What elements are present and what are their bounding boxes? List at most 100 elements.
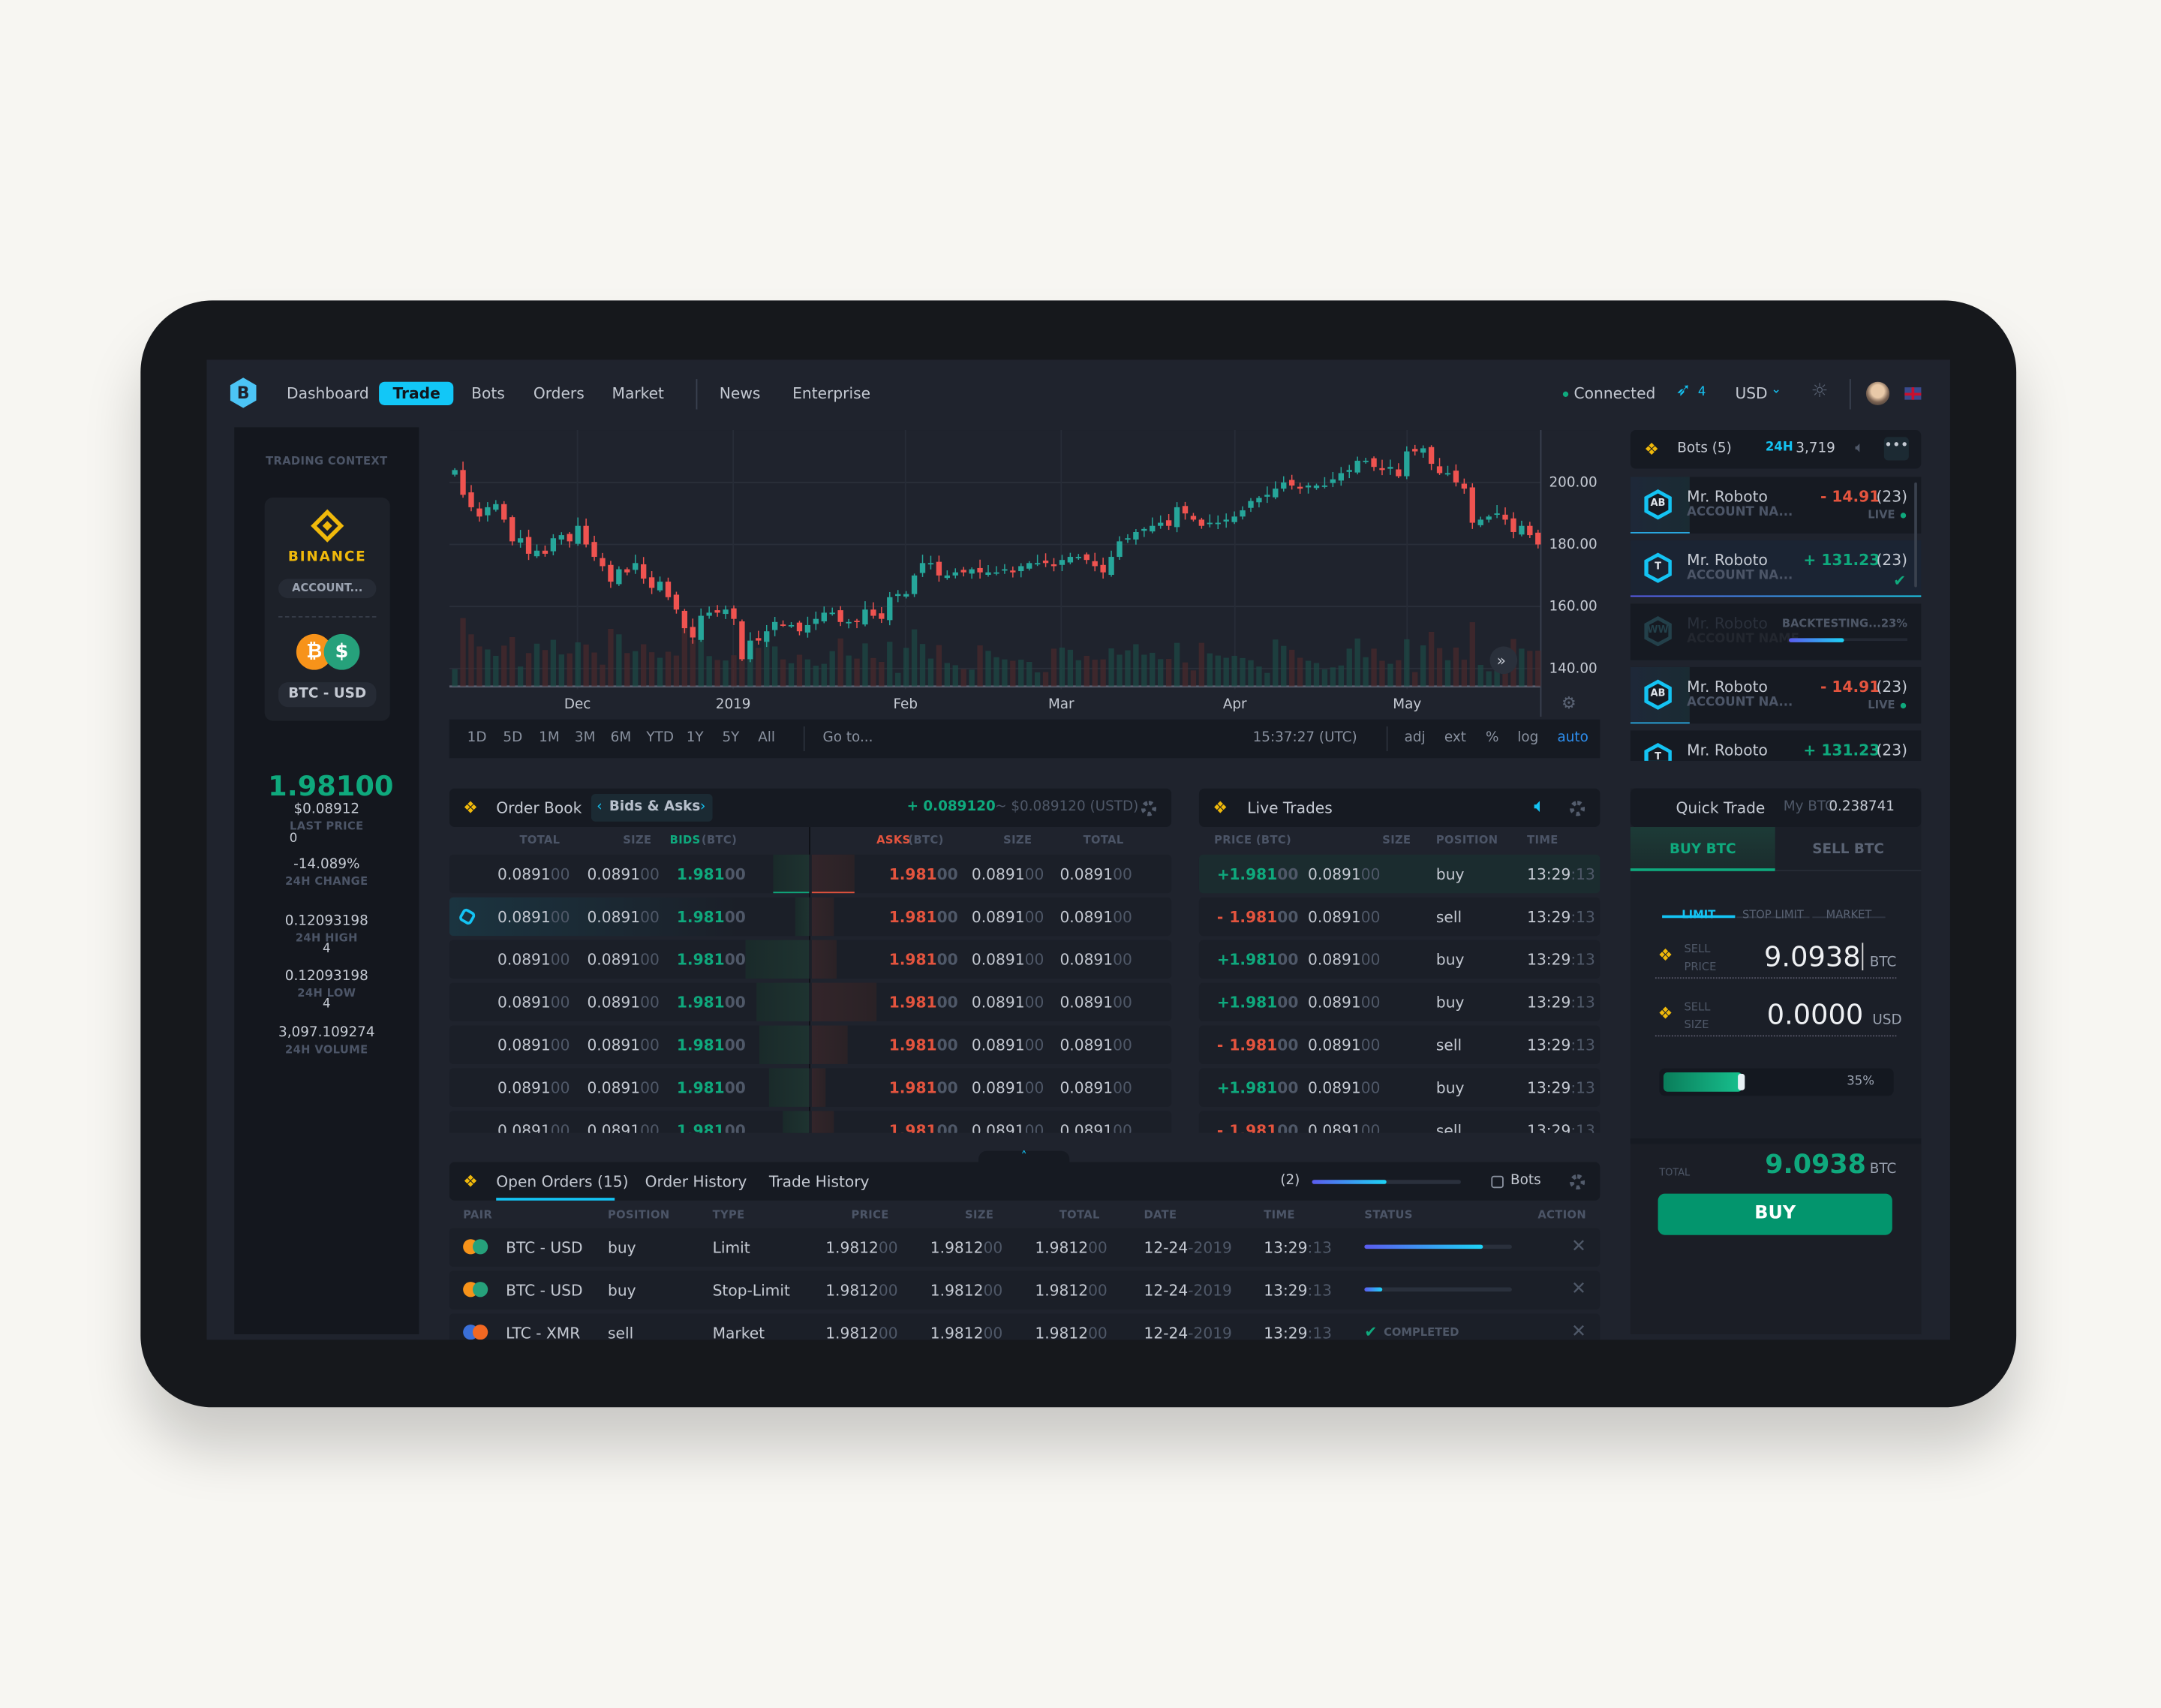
buy-tab[interactable]: BUY BTC bbox=[1630, 827, 1775, 871]
bot-item[interactable]: T Mr. Roboto ACCOUNT NA... + 131.23 (23) ✔ bbox=[1630, 540, 1922, 597]
tab-order-history[interactable]: Order History bbox=[645, 1173, 747, 1191]
bots-checkbox[interactable] bbox=[1491, 1175, 1504, 1189]
user-avatar[interactable] bbox=[1865, 381, 1890, 405]
account-select[interactable]: ACCOUNT... bbox=[278, 579, 377, 599]
amount-slider[interactable]: 35% bbox=[1659, 1068, 1894, 1096]
order-row[interactable]: LTC - XMR sell Market 1.981200 1.981200 1.981… bbox=[449, 1313, 1600, 1340]
range-3m[interactable]: 3M bbox=[574, 730, 596, 746]
ask-depth-bar bbox=[811, 1111, 834, 1133]
size-value[interactable]: 0.0000 bbox=[1766, 997, 1864, 1031]
mode-switch[interactable]: ‹ Bids & Asks › bbox=[591, 793, 713, 822]
bot-item[interactable]: WW Mr. Roboto ACCOUNT NAME BACKTESTING...23… bbox=[1630, 603, 1922, 660]
gear-icon[interactable] bbox=[1570, 1174, 1585, 1190]
order-date: 12-24-2019 bbox=[1144, 1240, 1231, 1255]
expand-handle[interactable]: ˄ bbox=[978, 1150, 1070, 1165]
candle bbox=[1354, 460, 1360, 473]
goto-date[interactable]: Go to... bbox=[822, 730, 873, 746]
candle bbox=[1494, 513, 1500, 516]
order-book-row[interactable]: 0.089100 0.089100 1.98100 1.98100 0.089100 0.… bbox=[449, 854, 1172, 894]
theme-sun-icon[interactable]: ☼ bbox=[1811, 380, 1829, 403]
order-type-stop-limit[interactable]: STOP LIMIT bbox=[1736, 898, 1810, 921]
order-type-market[interactable]: MARKET bbox=[1812, 898, 1886, 921]
live-trade-row[interactable]: +1.98100 0.089100 buy 13:29:13 bbox=[1198, 1068, 1600, 1107]
range-1m[interactable]: 1M bbox=[539, 730, 560, 746]
candle bbox=[1108, 557, 1114, 576]
currency-select[interactable]: USD bbox=[1735, 384, 1768, 403]
sound-muted-icon[interactable]: 🔈︎ bbox=[1855, 438, 1865, 456]
chart-settings-icon[interactable]: ⚙ bbox=[1561, 694, 1576, 713]
bot-item[interactable]: AB Mr. Roboto ACCOUNT NA... - 14.91 (23) LIVE bbox=[1630, 477, 1922, 534]
option-ext[interactable]: ext bbox=[1444, 730, 1466, 746]
candle bbox=[673, 594, 680, 610]
tab-open-orders[interactable]: Open Orders (15) bbox=[496, 1173, 629, 1191]
app-logo[interactable]: B bbox=[230, 377, 257, 408]
option-percent[interactable]: % bbox=[1485, 730, 1499, 746]
option-adj[interactable]: adj bbox=[1404, 730, 1426, 746]
slider-handle[interactable] bbox=[1738, 1073, 1746, 1090]
rocket-icon[interactable]: ➶ bbox=[1676, 380, 1691, 401]
option-auto[interactable]: auto bbox=[1557, 730, 1588, 746]
cancel-order-icon[interactable]: ✕ bbox=[1571, 1279, 1587, 1301]
order-book-row[interactable]: 0.089100 0.089100 1.98100 1.98100 0.089100 0.… bbox=[449, 1111, 1172, 1133]
range-ytd[interactable]: YTD bbox=[646, 730, 675, 746]
chevron-down-icon[interactable]: ⌄ bbox=[1771, 383, 1782, 397]
x-tick-label: Dec bbox=[564, 696, 591, 712]
candle bbox=[1084, 554, 1090, 561]
option-log[interactable]: log bbox=[1517, 730, 1539, 746]
pair-select[interactable]: BTC - USD bbox=[278, 682, 377, 708]
chevron-right-icon[interactable]: › bbox=[700, 799, 706, 815]
bot-item[interactable]: AB Mr. Roboto ACCOUNT NA... - 14.91 (23) LIVE bbox=[1630, 666, 1922, 724]
order-date: 12-24-2019 bbox=[1144, 1326, 1231, 1340]
uk-flag-icon[interactable] bbox=[1904, 387, 1922, 400]
nav-dashboard[interactable]: Dashboard bbox=[287, 384, 369, 403]
order-book-row[interactable]: 0.089100 0.089100 1.98100 1.98100 0.089100 0.… bbox=[449, 1025, 1172, 1064]
nav-orders[interactable]: Orders bbox=[533, 384, 585, 403]
order-row[interactable]: BTC - USD buy Limit 1.981200 1.981200 1.98120… bbox=[449, 1228, 1600, 1267]
sell-size-field[interactable]: ❖ SELL SIZE 0.0000 USD bbox=[1655, 992, 1902, 1037]
nav-enterprise[interactable]: Enterprise bbox=[792, 384, 871, 403]
range-5d[interactable]: 5D bbox=[503, 730, 523, 746]
nav-market[interactable]: Market bbox=[612, 384, 664, 403]
order-book-row[interactable]: 0.089100 0.089100 1.98100 1.98100 0.089100 0.… bbox=[449, 1068, 1172, 1107]
tab-trade-history[interactable]: Trade History bbox=[768, 1173, 870, 1191]
order-row[interactable]: BTC - USD buy Stop-Limit 1.981200 1.981200 1.… bbox=[449, 1270, 1600, 1310]
nav-trade[interactable]: Trade bbox=[379, 381, 455, 405]
live-trade-row[interactable]: -1.98100 0.089100 sell 13:29:13 bbox=[1198, 1025, 1600, 1064]
bots-scrollbar[interactable] bbox=[1914, 482, 1917, 588]
order-book-row[interactable]: 0.089100 0.089100 1.98100 1.98100 0.089100 0.… bbox=[449, 940, 1172, 979]
live-trade-row[interactable]: -1.98100 0.089100 sell 13:29:13 bbox=[1198, 1111, 1600, 1133]
order-type: Market bbox=[712, 1325, 765, 1340]
gear-icon[interactable] bbox=[1570, 801, 1585, 816]
live-trade-row[interactable]: +1.98100 0.089100 buy 13:29:13 bbox=[1198, 982, 1600, 1022]
order-book-row[interactable]: 0.089100 0.089100 1.98100 1.98100 0.089100 0.… bbox=[449, 897, 1172, 937]
order-type-limit[interactable]: LIMIT bbox=[1662, 898, 1736, 921]
chevron-left-icon[interactable]: ‹ bbox=[597, 799, 603, 815]
live-trade-row[interactable]: +1.98100 0.089100 buy 13:29:13 bbox=[1198, 854, 1600, 894]
col-price: PRICE bbox=[851, 1208, 889, 1222]
range-6m[interactable]: 6M bbox=[610, 730, 632, 746]
price-value[interactable]: 9.0938 bbox=[1764, 943, 1864, 971]
nav-bots[interactable]: Bots bbox=[471, 384, 505, 403]
buy-button[interactable]: BUY bbox=[1658, 1193, 1892, 1235]
order-type-label: LIMIT bbox=[1682, 908, 1716, 921]
range-all[interactable]: All bbox=[758, 730, 775, 746]
range-1d[interactable]: 1D bbox=[467, 730, 487, 746]
price-chart[interactable]: 200.00 180.00 160.00 140.00 Dec 2019 Feb Mar Apr… bbox=[449, 430, 1600, 717]
bots-checkbox-label[interactable]: Bots bbox=[1510, 1173, 1541, 1189]
bot-item[interactable]: T Mr. Roboto + 131.23 (23) bbox=[1630, 730, 1922, 761]
sell-tab[interactable]: SELL BTC bbox=[1775, 827, 1922, 871]
nav-news[interactable]: News bbox=[719, 384, 761, 403]
live-trade-row[interactable]: -1.98100 0.089100 sell 13:29:13 bbox=[1198, 897, 1600, 937]
live-trade-row[interactable]: +1.98100 0.089100 buy 13:29:13 bbox=[1198, 940, 1600, 979]
cancel-order-icon[interactable]: ✕ bbox=[1571, 1236, 1587, 1258]
order-book-row[interactable]: 0.089100 0.089100 1.98100 1.98100 0.089100 0.… bbox=[449, 982, 1172, 1022]
gear-icon[interactable] bbox=[1141, 801, 1157, 816]
more-menu-button[interactable]: ••• bbox=[1883, 437, 1909, 461]
range-1y[interactable]: 1Y bbox=[686, 730, 704, 746]
sell-price-field[interactable]: ❖ SELL PRICE 9.0938 BTC bbox=[1655, 934, 1897, 979]
exchange-card[interactable]: BINANCE ACCOUNT... ₿ $ BTC - USD bbox=[264, 498, 390, 721]
sound-icon[interactable]: 🔈︎ bbox=[1534, 795, 1546, 818]
range-5y[interactable]: 5Y bbox=[722, 730, 740, 746]
scroll-right-button[interactable]: » bbox=[1489, 646, 1518, 675]
cancel-order-icon[interactable]: ✕ bbox=[1571, 1322, 1587, 1340]
